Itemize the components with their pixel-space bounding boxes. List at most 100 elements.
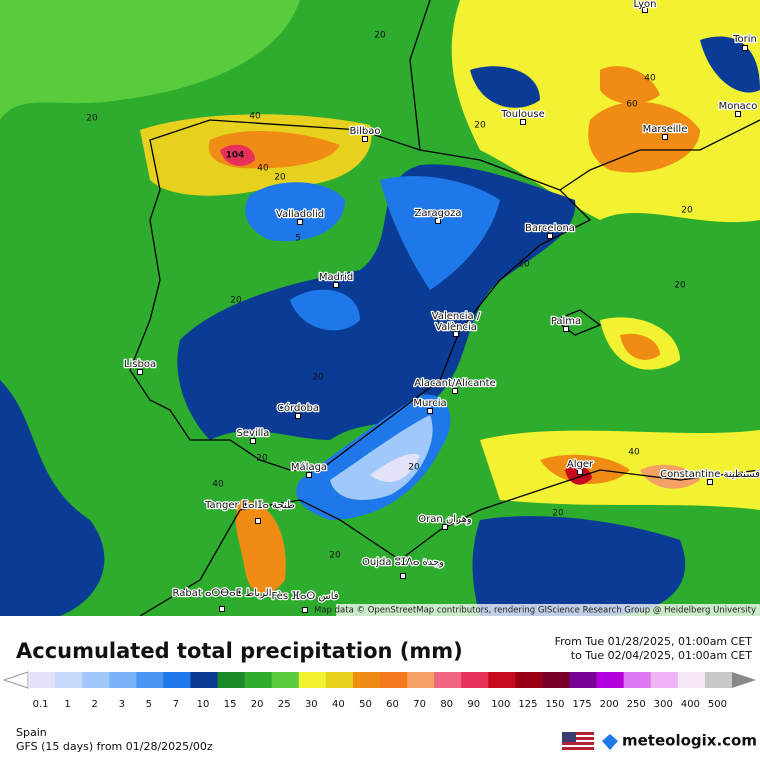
city-label: Sevilla <box>237 428 270 439</box>
field <box>380 176 500 290</box>
color-swatch <box>623 672 652 688</box>
scale-label: 0.1 <box>33 699 49 710</box>
contour-label: 40 <box>628 448 640 458</box>
scale-label: 175 <box>573 699 592 710</box>
scale-label: 70 <box>413 699 426 710</box>
contour-label: 60 <box>626 100 638 110</box>
bar-start <box>2 671 29 689</box>
city-label: Madrid <box>319 272 353 283</box>
attribution-box <box>336 604 760 616</box>
flag-canton <box>562 732 576 742</box>
color-swatch <box>704 672 733 688</box>
city-label: Bilbao <box>349 126 380 137</box>
scale-label: 300 <box>654 699 673 710</box>
city-label: Constantine قسنطينة <box>660 469 760 480</box>
color-swatch <box>244 672 273 688</box>
city-label: Murcia <box>413 398 446 409</box>
flag-stripe <box>562 735 594 737</box>
color-swatch <box>136 672 164 688</box>
city-label: Valladolid <box>276 209 324 220</box>
legend-title: Accumulated total precipitation (mm) <box>16 639 463 663</box>
city-marker <box>255 518 261 524</box>
field <box>235 500 286 594</box>
city-marker <box>642 7 648 13</box>
scale-label: 20 <box>251 699 264 710</box>
scale-label: 30 <box>305 699 318 710</box>
city-label: València <box>435 321 477 333</box>
city-label: Barcelona <box>525 223 575 234</box>
city-label: Monaco <box>719 101 758 112</box>
contour-label: 20 <box>374 31 386 41</box>
contour-label: 20 <box>552 509 564 519</box>
legend-panel: Accumulated total precipitation (mm) Fro… <box>2 635 757 753</box>
color-swatch <box>380 672 408 688</box>
city-marker <box>563 326 569 332</box>
contour-label: 20 <box>329 551 341 561</box>
region: Spain <box>16 726 47 739</box>
date-to: to Tue 02/04/2025, 01:00am CET <box>571 649 753 662</box>
color-swatch <box>217 672 246 688</box>
city-label: Zaragoza <box>414 208 461 219</box>
scale-label: 200 <box>600 699 619 710</box>
color-swatch <box>190 672 219 688</box>
scale-label: 100 <box>491 699 510 710</box>
contour-label: 20 <box>86 114 98 124</box>
color-swatch <box>677 672 706 688</box>
flag-stripe <box>562 745 594 747</box>
attribution: Map data © OpenStreetMap contributors, r… <box>314 606 756 616</box>
map: 104 40 40 20 20 20 40 60 20 20 5 20 20 20 20 40 20 20 20 40… <box>0 0 760 616</box>
brand-icon <box>602 734 618 750</box>
color-swatch <box>352 672 381 688</box>
coastline <box>139 469 760 616</box>
us-flag <box>562 732 594 750</box>
contour-label: 20 <box>256 454 268 464</box>
color-bar: 0.1 1 2 3 5 7 10 15 20 25 30 40 50 60 70 80 90 100 125 150 1… <box>2 671 756 710</box>
scale-label: 80 <box>440 699 453 710</box>
color-swatch <box>542 672 571 688</box>
scale-label: 10 <box>197 699 210 710</box>
contour-label: 20 <box>230 296 242 306</box>
city-label: Palma <box>551 316 581 327</box>
contour-label: 40 <box>249 112 261 122</box>
field <box>588 101 700 173</box>
coastlines <box>129 0 760 616</box>
scale-label: 90 <box>467 699 480 710</box>
scale-label: 500 <box>708 699 727 710</box>
cities: Lyon Torin Monaco Marseille Toulouse Bilbao Va… <box>123 0 760 613</box>
coastline <box>409 0 760 191</box>
field <box>330 415 433 500</box>
contour-label: 5 <box>295 234 301 244</box>
field <box>290 289 360 331</box>
contour-label: 40 <box>212 480 224 490</box>
color-swatch <box>109 672 137 688</box>
city-label: Tanger ⵟⴰⵏⵊⴰ طنجة <box>204 500 295 511</box>
color-swatch <box>596 672 625 688</box>
color-swatch <box>325 672 354 688</box>
precip-fields <box>0 0 760 616</box>
city-label: Alacant/Alicante <box>414 378 495 389</box>
color-swatch <box>434 672 462 688</box>
scale-label: 40 <box>332 699 345 710</box>
scale-label: 25 <box>278 699 291 710</box>
city-marker <box>547 233 553 239</box>
city-label: Rabat ⴰⵔⴱⴰⵟ الرباط <box>173 588 272 599</box>
city-label: Valencia / <box>432 311 481 322</box>
city-marker <box>400 573 406 579</box>
city-label: Oujda ⵓⵊⴷⴰ وجدة <box>362 557 444 568</box>
city-marker <box>137 369 143 375</box>
city-label: Torin <box>732 34 757 45</box>
color-swatch <box>55 672 83 688</box>
scale-label: 5 <box>146 699 152 710</box>
field <box>245 182 345 242</box>
scale-label: 400 <box>681 699 700 710</box>
field <box>220 144 255 166</box>
contour-label: 104 <box>226 151 245 161</box>
scale-label: 250 <box>627 699 646 710</box>
field <box>640 464 700 489</box>
scale-label: 125 <box>518 699 537 710</box>
city-label: Oran وهران <box>418 514 472 525</box>
city-marker <box>742 45 748 51</box>
brand[interactable]: meteologix.com <box>622 732 757 750</box>
color-swatch <box>163 672 191 688</box>
